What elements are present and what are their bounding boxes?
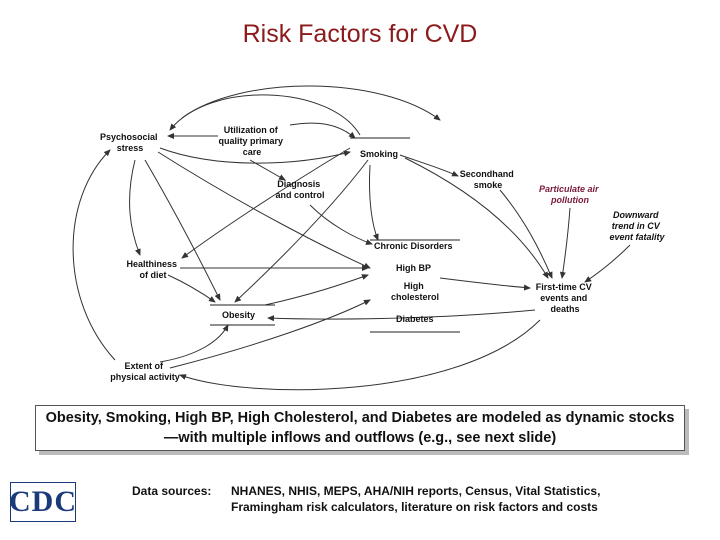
edge-firsttime-to-activity	[179, 319, 541, 391]
node-healthiness-of-diet: Healthiness of diet	[126, 259, 179, 280]
node-high-bp: High BP	[396, 263, 431, 273]
node-high-cholesterol: High cholesterol	[391, 281, 439, 302]
edge-psychosocial-to-smoking	[159, 147, 351, 164]
node-utilization-primary-care: Utilization of quality primary care	[218, 125, 285, 157]
node-particulate-air-pollution: Particulate air pollution	[539, 184, 601, 205]
edge-psychosocial-to-diet	[129, 159, 141, 256]
edge-smoking-to-secondhand	[399, 154, 459, 177]
edge-top-loop	[181, 85, 441, 121]
edge-firsttime-to-obesity	[267, 309, 536, 322]
node-physical-activity: Extent of physical activity	[110, 361, 180, 382]
stocks-callout: Obesity, Smoking, High BP, High Choleste…	[35, 405, 685, 451]
edge-psychosocial-to-chronic	[157, 151, 371, 269]
edge-chronic-to-firsttime	[439, 277, 531, 291]
node-smoking: Smoking	[360, 149, 398, 159]
node-downward-trend: Downward trend in CV event fatality	[609, 210, 665, 242]
edge-activity-to-psychosocial	[72, 149, 116, 361]
slide-title: Risk Factors for CVD	[242, 20, 478, 48]
node-secondhand-smoke: Secondhand smoke	[460, 169, 517, 190]
node-diagnosis-control: Diagnosis and control	[276, 179, 325, 200]
edge-smoking-to-chronic	[369, 164, 379, 241]
edge-downward-to-firsttime	[584, 244, 631, 283]
edge-smoking-to-diet	[181, 147, 351, 259]
edge-psychosocial-to-obesity	[144, 159, 221, 301]
edge-activity-to-obesity	[159, 324, 229, 363]
data-sources-line-2: Framingham risk calculators, literature …	[231, 500, 598, 514]
data-sources-label: Data sources:	[132, 484, 212, 498]
cdc-logo-text: CDC	[9, 485, 77, 518]
node-psychosocial-stress: Psychosocial stress	[100, 132, 160, 153]
diagram-edges	[72, 85, 631, 391]
data-sources-line-1: NHANES, NHIS, MEPS, AHA/NIH reports, Cen…	[231, 484, 601, 498]
edge-diet-to-obesity	[167, 274, 216, 303]
node-chronic-disorders: Chronic Disorders	[374, 241, 453, 251]
edge-particulate-to-firsttime	[559, 207, 571, 279]
edge-care-to-smoking	[289, 122, 356, 139]
edge-activity-to-chronic	[169, 299, 371, 369]
node-first-time-cv: First-time CV events and deaths	[536, 282, 595, 314]
edge-obesity-to-chronic	[264, 274, 369, 306]
risk-factor-diagram: Psychosocial stress Utilization of quali…	[72, 85, 665, 391]
node-diabetes: Diabetes	[396, 314, 434, 324]
cdc-logo: CDC	[9, 482, 77, 522]
edge-smoking-to-obesity	[234, 159, 369, 303]
node-obesity: Obesity	[222, 310, 255, 320]
edge-diagnosis-to-chronic	[309, 204, 373, 245]
edge-secondhand-to-firsttime	[499, 189, 553, 279]
edge-smoking-to-firsttime	[404, 157, 549, 279]
